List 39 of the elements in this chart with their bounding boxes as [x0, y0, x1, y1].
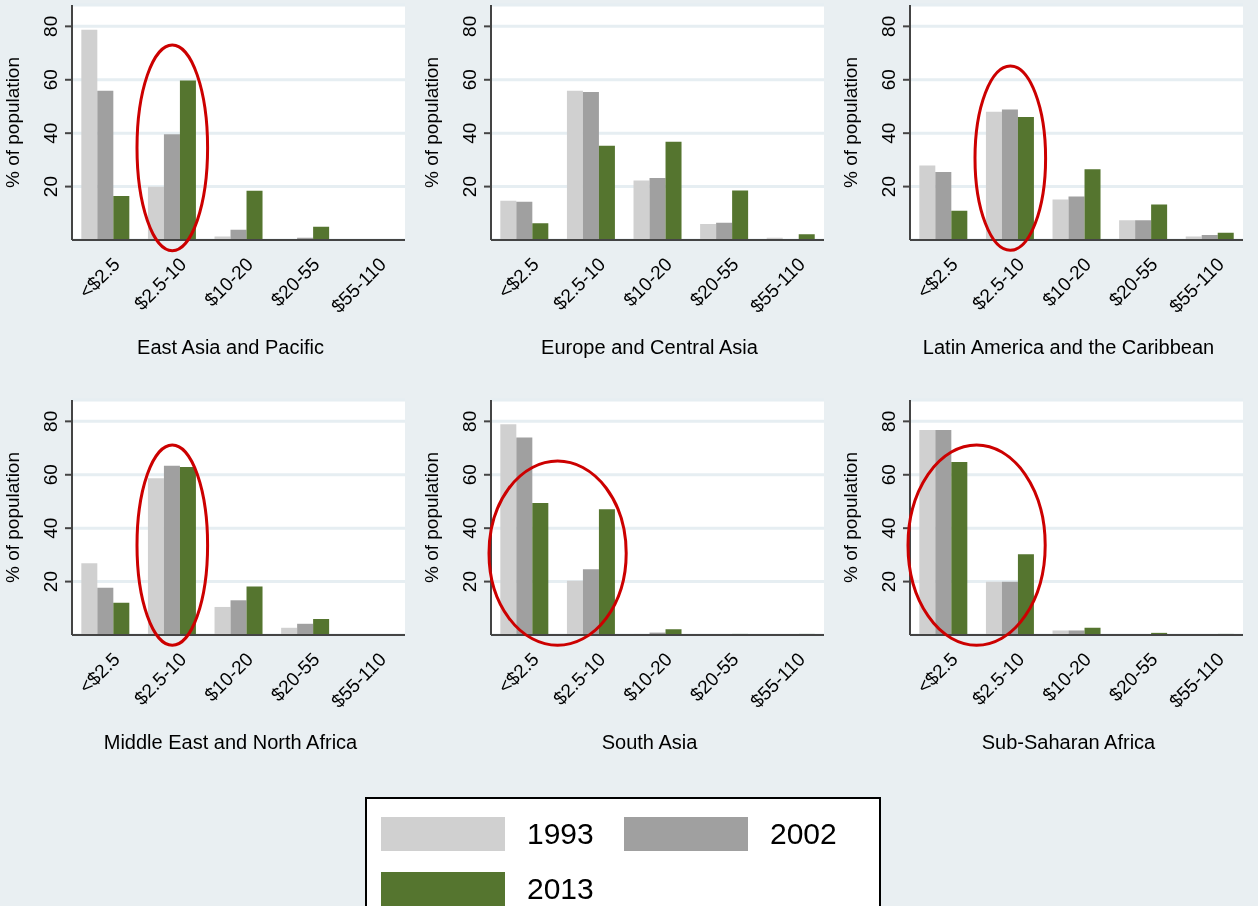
text: Latin America and the Caribbean	[921, 336, 1216, 359]
y-tick-label: 40	[459, 517, 480, 539]
y-tick-label: 60	[878, 464, 899, 486]
text: Middle East and North Africa	[102, 731, 359, 754]
y-tick-label: 60	[459, 69, 480, 91]
y-tick-label: 80	[878, 15, 899, 37]
y-tick-label: 80	[40, 15, 61, 37]
y-axis-title: % of population	[839, 57, 861, 188]
y-tick-label: 40	[40, 517, 61, 539]
legend-label: 2013	[527, 871, 594, 906]
y-axis-title: % of population	[1, 452, 23, 583]
y-tick-label: 80	[40, 410, 61, 432]
y-tick-label: 80	[459, 410, 480, 432]
y-tick-label: 20	[459, 176, 480, 198]
y-tick-label: 40	[40, 122, 61, 144]
text: Sub-Saharan Africa	[980, 731, 1157, 754]
y-tick-label: 80	[878, 410, 899, 432]
y-axis-title: % of population	[420, 57, 442, 188]
text: South Asia	[600, 731, 699, 754]
y-axis-title: % of population	[420, 452, 442, 583]
y-tick-label: 40	[459, 122, 480, 144]
y-tick-label: 80	[459, 15, 480, 37]
y-tick-label: 60	[40, 69, 61, 91]
y-tick-label: 60	[459, 464, 480, 486]
legend-label: 1993	[527, 817, 594, 852]
y-tick-label: 20	[40, 571, 61, 593]
y-tick-label: 20	[878, 571, 899, 593]
text: Europe and Central Asia	[540, 336, 759, 359]
y-tick-label: 40	[878, 122, 899, 144]
y-tick-label: 60	[40, 464, 61, 486]
y-axis-title: % of population	[839, 452, 861, 583]
y-tick-label: 20	[40, 176, 61, 198]
y-tick-label: 40	[878, 517, 899, 539]
y-tick-label: 20	[878, 176, 899, 198]
y-axis-title: % of population	[1, 57, 23, 188]
legend-label: 2002	[770, 817, 837, 852]
y-tick-label: 60	[878, 69, 899, 91]
text: East Asia and Pacific	[136, 336, 325, 359]
y-tick-label: 20	[459, 571, 480, 593]
